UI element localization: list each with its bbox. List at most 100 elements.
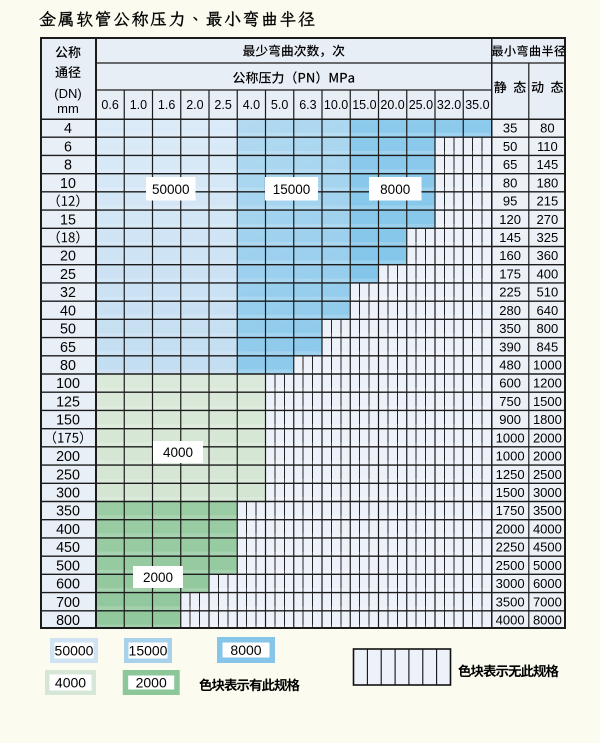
svg-text:2000: 2000	[533, 430, 562, 445]
svg-text:80: 80	[503, 175, 517, 190]
svg-text:3500: 3500	[496, 594, 525, 609]
svg-text:500: 500	[56, 558, 80, 574]
svg-text:100: 100	[56, 376, 80, 392]
svg-text:2250: 2250	[496, 540, 525, 555]
svg-text:35.0: 35.0	[465, 98, 489, 112]
svg-text:32.0: 32.0	[437, 98, 461, 112]
svg-text:6000: 6000	[533, 576, 562, 591]
svg-text:360: 360	[537, 248, 559, 263]
svg-text:1250: 1250	[496, 467, 525, 482]
svg-text:15000: 15000	[273, 182, 311, 197]
svg-text:6.3: 6.3	[299, 98, 316, 112]
svg-text:6: 6	[64, 139, 72, 155]
svg-text:450: 450	[56, 540, 80, 556]
svg-text:65: 65	[60, 340, 76, 356]
svg-text:0.6: 0.6	[101, 98, 118, 112]
svg-text:4000: 4000	[163, 445, 193, 460]
svg-text:400: 400	[56, 522, 80, 538]
svg-text:1000: 1000	[496, 449, 525, 464]
svg-text:1500: 1500	[496, 485, 525, 500]
svg-text:80: 80	[60, 358, 76, 374]
svg-text:1.6: 1.6	[158, 98, 175, 112]
svg-text:400: 400	[537, 266, 559, 281]
svg-text:2500: 2500	[533, 467, 562, 482]
svg-text:50000: 50000	[55, 643, 94, 659]
svg-text:145: 145	[499, 230, 521, 245]
svg-text:280: 280	[499, 303, 521, 318]
svg-text:1000: 1000	[533, 358, 562, 373]
svg-text:3000: 3000	[533, 485, 562, 500]
svg-text:2000: 2000	[533, 449, 562, 464]
svg-text:215: 215	[537, 194, 559, 209]
svg-text:mm: mm	[57, 101, 79, 116]
svg-text:800: 800	[537, 321, 559, 336]
svg-text:640: 640	[537, 303, 559, 318]
svg-text:8000: 8000	[380, 182, 410, 197]
svg-text:160: 160	[499, 248, 521, 263]
svg-text:180: 180	[537, 175, 559, 190]
svg-text:390: 390	[499, 339, 521, 354]
svg-text:10: 10	[60, 176, 76, 192]
svg-text:4.0: 4.0	[243, 98, 260, 112]
svg-text:2.5: 2.5	[214, 98, 231, 112]
svg-text:2.0: 2.0	[186, 98, 203, 112]
svg-text:1750: 1750	[496, 503, 525, 518]
svg-text:325: 325	[537, 230, 559, 245]
svg-text:2500: 2500	[496, 558, 525, 573]
svg-text:750: 750	[499, 394, 521, 409]
svg-text:600: 600	[56, 577, 80, 593]
svg-text:65: 65	[503, 157, 517, 172]
svg-text:8: 8	[64, 158, 72, 174]
svg-text:15000: 15000	[129, 643, 168, 659]
svg-text:95: 95	[503, 194, 517, 209]
svg-text:32: 32	[60, 285, 76, 301]
svg-text:20.0: 20.0	[380, 98, 404, 112]
svg-text:510: 510	[537, 285, 559, 300]
svg-text:8000: 8000	[230, 642, 261, 658]
svg-text:350: 350	[56, 504, 80, 520]
svg-text:600: 600	[499, 376, 521, 391]
svg-text:50000: 50000	[152, 182, 190, 197]
svg-text:2000: 2000	[496, 521, 525, 536]
svg-text:900: 900	[499, 412, 521, 427]
svg-text:1200: 1200	[533, 376, 562, 391]
svg-text:150: 150	[56, 413, 80, 429]
svg-text:25.0: 25.0	[409, 98, 433, 112]
svg-text:145: 145	[537, 157, 559, 172]
svg-text:1500: 1500	[533, 394, 562, 409]
svg-text:4500: 4500	[533, 540, 562, 555]
svg-text:50: 50	[503, 139, 517, 154]
svg-text:15: 15	[60, 212, 76, 228]
svg-text:7000: 7000	[533, 594, 562, 609]
svg-text:5000: 5000	[533, 558, 562, 573]
svg-text:5.0: 5.0	[271, 98, 288, 112]
svg-text:2000: 2000	[136, 675, 167, 691]
svg-text:50: 50	[60, 322, 76, 338]
svg-text:3000: 3000	[496, 576, 525, 591]
svg-text:1800: 1800	[533, 412, 562, 427]
svg-text:270: 270	[537, 212, 559, 227]
svg-text:700: 700	[56, 595, 80, 611]
svg-text:845: 845	[537, 339, 559, 354]
svg-text:1.0: 1.0	[130, 98, 147, 112]
svg-text:125: 125	[56, 394, 80, 410]
svg-text:(DN): (DN)	[54, 86, 81, 101]
svg-text:40: 40	[60, 303, 76, 319]
svg-text:4: 4	[64, 121, 72, 137]
svg-text:80: 80	[540, 121, 554, 136]
svg-text:480: 480	[499, 358, 521, 373]
svg-text:10.0: 10.0	[324, 98, 348, 112]
svg-text:35: 35	[503, 121, 517, 136]
svg-text:3500: 3500	[533, 503, 562, 518]
svg-text:225: 225	[499, 285, 521, 300]
svg-text:350: 350	[499, 321, 521, 336]
svg-text:8000: 8000	[533, 613, 562, 628]
svg-text:110: 110	[537, 139, 558, 154]
svg-text:20: 20	[60, 249, 76, 265]
svg-text:175: 175	[499, 266, 521, 281]
svg-text:2000: 2000	[143, 570, 173, 585]
svg-text:4000: 4000	[533, 521, 562, 536]
svg-text:15.0: 15.0	[352, 98, 376, 112]
svg-text:300: 300	[56, 486, 80, 502]
svg-text:200: 200	[56, 449, 80, 465]
